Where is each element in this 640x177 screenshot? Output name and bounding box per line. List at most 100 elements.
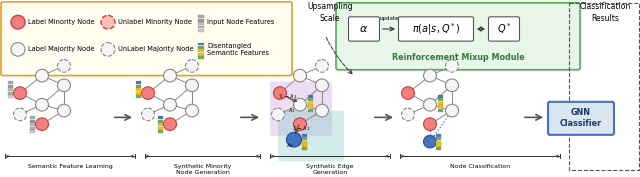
Circle shape xyxy=(141,87,154,99)
Text: Node Classification: Node Classification xyxy=(450,164,510,169)
Text: $Q^*$: $Q^*$ xyxy=(497,22,511,36)
Circle shape xyxy=(445,60,458,72)
Circle shape xyxy=(316,60,328,72)
Bar xyxy=(30,127,35,130)
Bar xyxy=(302,141,307,144)
Circle shape xyxy=(424,135,436,148)
Circle shape xyxy=(35,118,49,130)
Bar xyxy=(198,49,204,52)
Bar xyxy=(8,88,13,91)
Bar xyxy=(136,85,141,88)
FancyBboxPatch shape xyxy=(488,17,520,41)
Bar xyxy=(302,144,307,147)
Circle shape xyxy=(294,118,307,130)
Bar xyxy=(136,95,141,98)
Text: Synthetic Edge
Generation: Synthetic Edge Generation xyxy=(307,164,354,175)
Circle shape xyxy=(163,118,177,130)
Text: $\alpha$: $\alpha$ xyxy=(360,24,369,34)
Bar xyxy=(8,92,13,95)
Circle shape xyxy=(294,69,307,82)
Circle shape xyxy=(273,87,287,99)
Circle shape xyxy=(58,60,70,72)
Bar xyxy=(136,81,141,84)
FancyBboxPatch shape xyxy=(399,17,474,41)
Bar xyxy=(308,109,313,112)
Circle shape xyxy=(101,43,115,56)
Bar xyxy=(302,134,307,137)
Circle shape xyxy=(11,43,25,56)
Circle shape xyxy=(141,108,154,121)
Bar xyxy=(30,123,35,126)
Bar xyxy=(158,130,163,133)
Bar xyxy=(198,19,204,22)
Bar xyxy=(436,144,441,147)
Circle shape xyxy=(424,98,436,111)
Circle shape xyxy=(101,15,115,29)
Circle shape xyxy=(445,104,458,117)
Circle shape xyxy=(445,79,458,92)
Text: Semantic Feature Learning: Semantic Feature Learning xyxy=(28,164,113,169)
Bar xyxy=(30,130,35,133)
Bar xyxy=(308,95,313,98)
Text: Input Node Features: Input Node Features xyxy=(207,19,275,25)
Circle shape xyxy=(287,132,301,147)
Bar xyxy=(158,120,163,123)
FancyBboxPatch shape xyxy=(1,2,292,76)
Bar xyxy=(198,53,204,56)
Bar xyxy=(8,81,13,84)
Circle shape xyxy=(186,79,198,92)
Circle shape xyxy=(424,118,436,130)
Text: Unlabel Minority Node: Unlabel Minority Node xyxy=(118,19,192,25)
Bar xyxy=(198,26,204,28)
Bar xyxy=(198,22,204,25)
Bar xyxy=(436,141,441,144)
Text: $1-\lambda_2$: $1-\lambda_2$ xyxy=(292,124,310,133)
Circle shape xyxy=(294,98,307,111)
Bar xyxy=(302,137,307,140)
Bar xyxy=(438,95,443,98)
Circle shape xyxy=(424,69,436,82)
Bar xyxy=(198,56,204,59)
Bar xyxy=(136,88,141,91)
Bar xyxy=(198,43,204,45)
Text: $\lambda_1$: $\lambda_1$ xyxy=(288,107,296,115)
Text: Classification
Results: Classification Results xyxy=(579,2,630,22)
Bar xyxy=(198,46,204,49)
Bar xyxy=(438,98,443,101)
Text: update: update xyxy=(380,16,399,21)
Circle shape xyxy=(58,79,70,92)
Circle shape xyxy=(186,60,198,72)
Bar xyxy=(308,98,313,101)
Text: Disentangled
Semantic Features: Disentangled Semantic Features xyxy=(207,43,269,56)
Bar xyxy=(438,102,443,105)
Bar xyxy=(438,105,443,108)
Circle shape xyxy=(401,108,415,121)
Circle shape xyxy=(316,79,328,92)
Circle shape xyxy=(271,108,285,121)
Circle shape xyxy=(163,98,177,111)
Bar xyxy=(158,123,163,126)
FancyBboxPatch shape xyxy=(336,3,580,70)
Text: $\pi(a|s, Q^*)$: $\pi(a|s, Q^*)$ xyxy=(412,21,460,37)
Circle shape xyxy=(163,69,177,82)
FancyBboxPatch shape xyxy=(548,102,614,135)
Bar xyxy=(198,15,204,18)
FancyBboxPatch shape xyxy=(270,81,332,136)
Bar xyxy=(8,85,13,88)
Text: Label Majority Node: Label Majority Node xyxy=(28,46,95,52)
Text: GNN
Classifier: GNN Classifier xyxy=(560,108,602,128)
FancyBboxPatch shape xyxy=(349,17,380,41)
Text: UnLabel Majority Node: UnLabel Majority Node xyxy=(118,46,194,52)
Circle shape xyxy=(58,104,70,117)
Bar xyxy=(198,29,204,32)
FancyBboxPatch shape xyxy=(278,111,344,161)
Bar xyxy=(308,102,313,105)
Bar xyxy=(136,92,141,95)
Text: $1-\lambda_1$: $1-\lambda_1$ xyxy=(278,92,298,101)
Circle shape xyxy=(35,69,49,82)
Text: Label Minority Node: Label Minority Node xyxy=(28,19,95,25)
Text: $\lambda_2$: $\lambda_2$ xyxy=(286,141,294,150)
Bar xyxy=(158,127,163,130)
Text: Upsampling
Scale: Upsampling Scale xyxy=(307,2,353,22)
Bar xyxy=(436,134,441,137)
